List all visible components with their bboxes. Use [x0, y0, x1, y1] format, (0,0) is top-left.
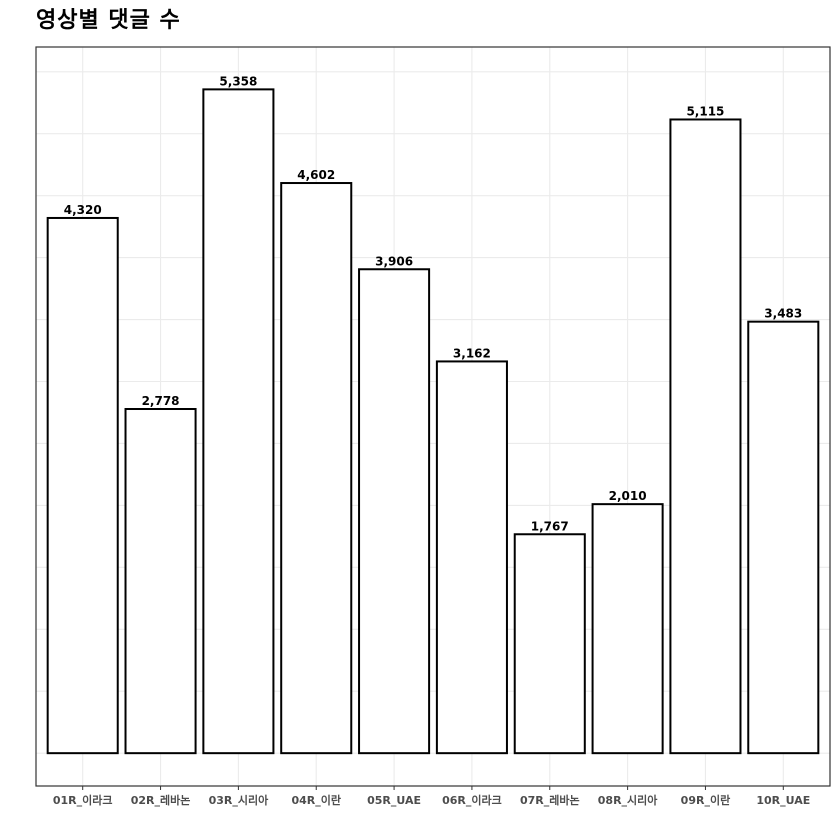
x-tick-label: 10R_UAE — [756, 794, 810, 807]
bar-value-label: 3,906 — [375, 254, 413, 268]
x-tick-label: 06R_이라크 — [442, 793, 502, 807]
bar-value-label: 5,115 — [686, 104, 724, 118]
bar — [747, 320, 820, 755]
bar — [124, 408, 197, 755]
bar-value-label: 4,320 — [64, 203, 102, 217]
x-tick-label: 07R_레바논 — [520, 793, 580, 807]
bar-value-label: 3,483 — [764, 307, 802, 321]
chart-title: 영상별 댓글 수 — [36, 8, 181, 33]
bar — [513, 533, 586, 755]
bar-value-label: 4,602 — [297, 168, 335, 182]
bar-value-label: 2,010 — [609, 489, 647, 503]
value-labels: 4,320 2,778 5,358 4,602 3,906 3,162 1,767 2,010… — [64, 74, 803, 533]
bar-value-label: 5,358 — [219, 74, 257, 88]
bars — [46, 88, 820, 755]
bar-value-label: 2,778 — [142, 394, 180, 408]
bar — [358, 268, 431, 755]
bar-value-label: 3,162 — [453, 346, 491, 360]
bar — [435, 360, 508, 755]
bar — [669, 118, 742, 755]
x-tick-label: 01R_이라크 — [53, 793, 113, 807]
bar — [591, 503, 664, 755]
bar — [46, 216, 119, 755]
x-axis-ticks: 01R_이라크 02R_레바논 03R_시리아 04R_이란 05R_UAE 06R_이라… — [53, 786, 810, 807]
x-tick-label: 03R_시리아 — [209, 793, 270, 807]
x-tick-label: 02R_레바논 — [131, 793, 191, 807]
x-tick-label: 08R_시리아 — [598, 793, 659, 807]
x-tick-label: 05R_UAE — [367, 794, 421, 807]
bar-value-label: 1,767 — [531, 519, 569, 533]
x-tick-label: 09R_이란 — [681, 793, 731, 807]
x-tick-label: 04R_이란 — [291, 793, 341, 807]
bar — [280, 182, 353, 755]
bar — [202, 88, 275, 755]
panel-border — [35, 46, 831, 787]
